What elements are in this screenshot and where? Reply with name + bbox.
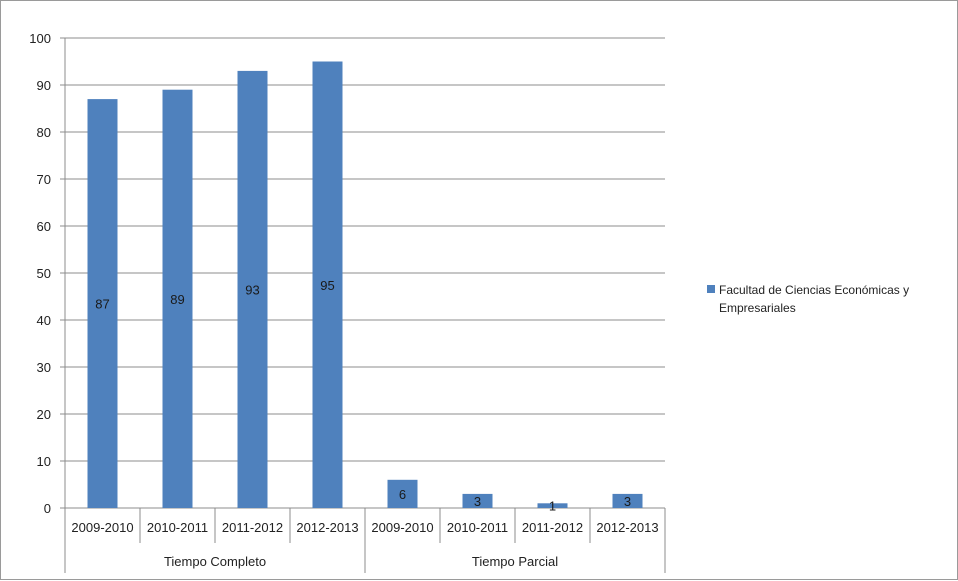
bar <box>237 70 268 509</box>
data-label: 95 <box>320 278 334 293</box>
bar <box>462 493 493 508</box>
y-tick-label: 100 <box>29 31 51 46</box>
y-tick-label: 10 <box>37 454 51 469</box>
data-label: 1 <box>549 499 556 514</box>
group-label: Tiempo Completo <box>164 554 266 569</box>
data-label: 87 <box>95 297 109 312</box>
group-label: Tiempo Parcial <box>472 554 558 569</box>
x-tick-label: 2009-2010 <box>371 520 433 535</box>
data-label: 3 <box>474 494 481 509</box>
y-tick-label: 60 <box>37 219 51 234</box>
x-tick-label: 2011-2012 <box>222 520 283 535</box>
y-tick-label: 20 <box>37 407 51 422</box>
legend-swatch <box>707 285 715 293</box>
bar <box>612 493 643 508</box>
data-label: 93 <box>245 282 259 297</box>
bar <box>537 503 568 508</box>
data-label: 89 <box>170 292 184 307</box>
y-tick-label: 50 <box>37 266 51 281</box>
legend: Facultad de Ciencias Económicas y Empres… <box>707 281 957 317</box>
y-tick-label: 90 <box>37 78 51 93</box>
y-tick-label: 0 <box>44 501 51 516</box>
data-label: 3 <box>624 494 631 509</box>
y-tick-label: 30 <box>37 360 51 375</box>
x-tick-label: 2010-2011 <box>447 520 508 535</box>
bar <box>162 89 193 508</box>
y-tick-label: 40 <box>37 313 51 328</box>
x-tick-label: 2012-2013 <box>296 520 358 535</box>
y-tick-label: 80 <box>37 125 51 140</box>
x-tick-label: 2010-2011 <box>147 520 208 535</box>
x-tick-label: 2012-2013 <box>596 520 658 535</box>
y-tick-label: 70 <box>37 172 51 187</box>
x-tick-label: 2009-2010 <box>71 520 133 535</box>
x-tick-label: 2011-2012 <box>522 520 583 535</box>
bar <box>387 479 418 508</box>
legend-label: Facultad de Ciencias Económicas y Empres… <box>719 283 910 315</box>
data-label: 6 <box>399 487 406 502</box>
bar <box>312 61 343 508</box>
bar <box>87 99 118 508</box>
